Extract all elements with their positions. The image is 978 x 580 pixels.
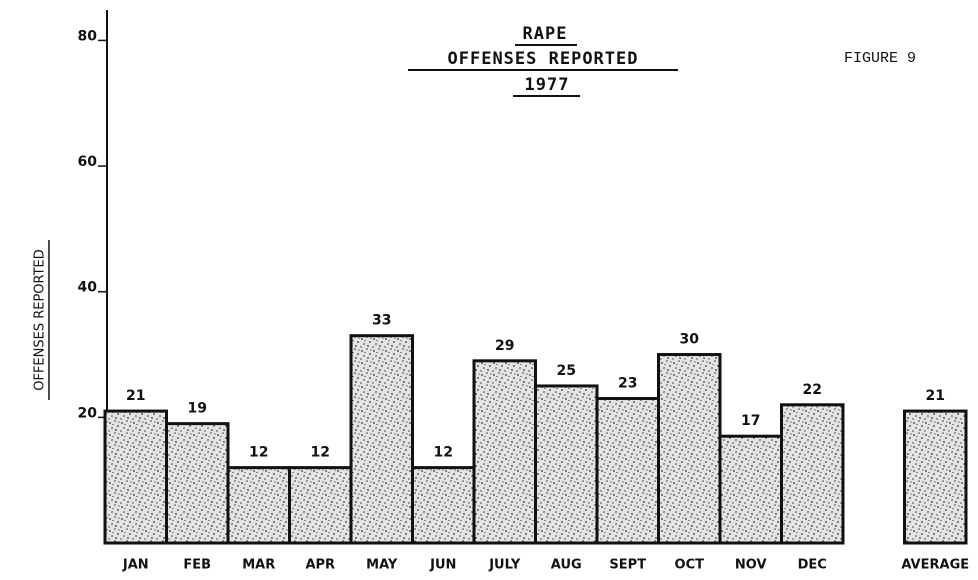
value-label: 12	[311, 445, 330, 461]
chart-title: OFFENSES REPORTED	[448, 49, 639, 69]
value-label: 21	[126, 388, 145, 404]
bar	[903, 409, 968, 545]
bar	[165, 422, 230, 545]
y-tick-label: 20	[78, 405, 98, 421]
x-tick-label: AVERAGE	[901, 558, 969, 573]
x-tick-label: JULY	[488, 558, 521, 573]
value-label: 25	[557, 363, 576, 379]
x-tick-label: AUG	[551, 558, 582, 573]
value-label: 30	[680, 332, 700, 348]
value-label: 19	[188, 401, 207, 417]
x-tick-label: SEPT	[609, 558, 646, 573]
x-tick-label: MAY	[366, 558, 398, 573]
y-axis-label: OFFENSES REPORTED	[33, 249, 48, 391]
y-tick-label: 40	[78, 280, 98, 296]
bar	[103, 409, 168, 545]
value-label: 33	[372, 313, 391, 329]
value-label: 17	[741, 413, 760, 429]
annotation: FIGURE 9	[844, 50, 916, 67]
x-tick-label: FEB	[183, 558, 211, 573]
value-label: 12	[434, 445, 453, 461]
value-label: 22	[803, 382, 822, 398]
chart-title: 1977	[525, 75, 570, 95]
bar	[288, 466, 353, 545]
x-tick-label: JAN	[122, 558, 149, 573]
bar	[780, 403, 845, 545]
value-label: 23	[618, 376, 637, 392]
y-tick-label: 60	[78, 154, 98, 170]
chart-title: RAPE	[523, 24, 568, 44]
x-tick-label: OCT	[675, 558, 705, 573]
y-tick-label: 80	[78, 28, 98, 44]
value-label: 21	[926, 388, 945, 404]
value-label: 29	[495, 338, 514, 354]
bar	[472, 359, 537, 545]
bar	[534, 384, 599, 545]
x-tick-label: APR	[305, 558, 335, 573]
bar	[657, 353, 722, 545]
x-tick-label: JUN	[429, 558, 456, 573]
bar	[349, 334, 414, 545]
value-label: 12	[249, 445, 268, 461]
x-tick-label: NOV	[735, 558, 767, 573]
bar	[595, 397, 660, 545]
x-tick-label: MAR	[242, 558, 275, 573]
bar	[718, 434, 783, 545]
x-tick-label: DEC	[798, 558, 827, 573]
bar	[226, 466, 291, 545]
bar	[411, 466, 476, 545]
